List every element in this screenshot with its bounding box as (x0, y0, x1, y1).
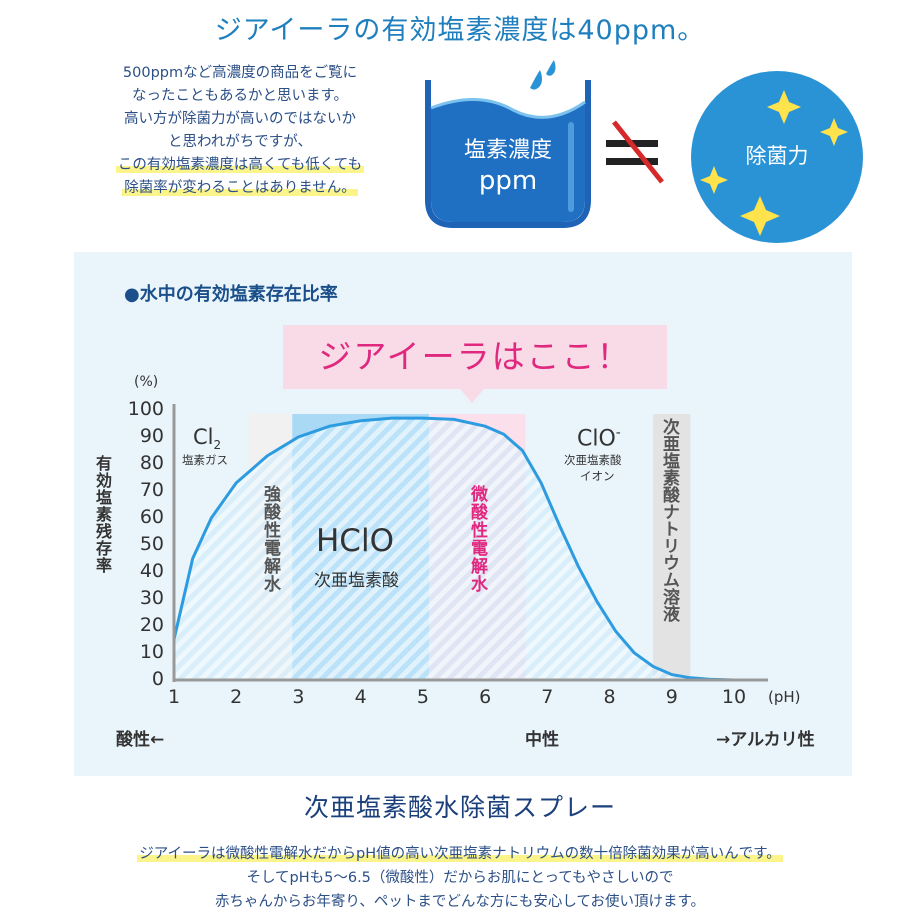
y-tick-label: 40 (139, 560, 164, 582)
y-tick-label: 50 (139, 533, 164, 555)
callout-box: ジアイーラはここ！ (283, 325, 667, 389)
x-tick-label: 5 (416, 686, 429, 708)
hclo-name: 次亜塩素酸 (314, 571, 399, 591)
x-tick-label: 6 (479, 686, 492, 708)
footer-line-2: そしてpHも5～6.5（微酸性）だからお肌にとってもやさしいので (246, 870, 674, 886)
chart-series-line (172, 416, 735, 682)
sterilization-circle: 除菌力 (688, 68, 866, 246)
beaker-illustration: 塩素濃度 ppm (418, 60, 598, 232)
clo-name-2: イオン (580, 469, 615, 483)
x-tick-label: 2 (230, 686, 243, 708)
strong-acid-label: 強酸性電解水 (260, 485, 280, 593)
x-tick-label: 10 (721, 686, 747, 708)
x-tick-label: 9 (665, 686, 678, 708)
y-tick-label: 100 (127, 398, 164, 420)
intro-text: 500ppmなど高濃度の商品をご覧に なったこともあるかと思います。 高い方が除… (60, 62, 420, 200)
footer-line-1: ジアイーラは微酸性電解水だからpH値の高い次亜塩素ナトリウムの数十倍除菌効果が高… (137, 846, 783, 862)
x-unit: (pH) (768, 688, 801, 706)
page-title: ジアイーラの有効塩素濃度は40ppm。 (214, 15, 706, 46)
alkali-label: →アルカリ性 (716, 730, 815, 750)
y-tick-label: 20 (139, 614, 164, 636)
y-tick-label: 0 (151, 668, 164, 690)
clo-name-1: 次亜塩素酸 (564, 453, 622, 467)
x-tick-label: 3 (292, 686, 305, 708)
not-equal-sign: ≠ (600, 110, 670, 190)
intro-line: 500ppmなど高濃度の商品をご覧に (122, 65, 358, 81)
intro-highlight-line: この有効塩素濃度は高くても低くても (115, 157, 365, 173)
hclo-label: HClO (316, 523, 394, 559)
y-tick-label: 10 (139, 641, 164, 663)
not-equal-icon (606, 120, 664, 184)
y-tick-label: 30 (139, 587, 164, 609)
y-tick-label: 90 (139, 425, 164, 447)
footer-line-3: 赤ちゃんからお年寄り、ペットまでどんな方にも安心してお使い頂けます。 (214, 894, 706, 910)
sparkle-circle-icon (691, 71, 863, 243)
clo-label: ClO- (577, 425, 621, 452)
x-tick-label: 4 (354, 686, 367, 708)
intro-line: 高い方が除菌力が高いのではないか (124, 111, 356, 127)
intro-highlight-line: 除菌率が変わることはありません。 (122, 180, 358, 196)
chart-heading: ●水中の有効塩素存在比率 (124, 284, 338, 305)
weak-acid-label: 微酸性電解水 (467, 485, 487, 593)
beaker-label-2: ppm (478, 166, 538, 196)
intro-line: と思われがちですが、 (168, 134, 312, 150)
x-tick-label: 8 (603, 686, 616, 708)
chart-band-3 (653, 414, 691, 680)
x-tick-label: 7 (541, 686, 554, 708)
intro-line: なったこともあるかと思います。 (131, 88, 349, 104)
acid-label: 酸性← (116, 730, 165, 750)
chart-area-fill (174, 418, 734, 680)
beaker-label-1: 塩素濃度 (463, 138, 552, 163)
y-tick-label: 60 (139, 506, 164, 528)
neutral-label: 中性 (525, 730, 559, 750)
y-axis-label: 有効塩素残存率 (93, 455, 112, 574)
y-tick-label: 70 (139, 479, 164, 501)
callout-pointer (460, 389, 484, 403)
footer-title: 次亜塩素酸水除菌スプレー (303, 793, 616, 822)
cl2-label: Cl2 (193, 425, 222, 453)
x-tick-label: 1 (167, 686, 181, 708)
cl2-name: 塩素ガス (182, 453, 228, 467)
circle-label: 除菌力 (745, 144, 809, 168)
beaker-icon (425, 60, 591, 228)
y-unit: (%) (134, 374, 159, 390)
y-tick-label: 80 (139, 452, 164, 474)
naclo-label: 次亜塩素酸ナトリウム溶液 (659, 418, 679, 622)
